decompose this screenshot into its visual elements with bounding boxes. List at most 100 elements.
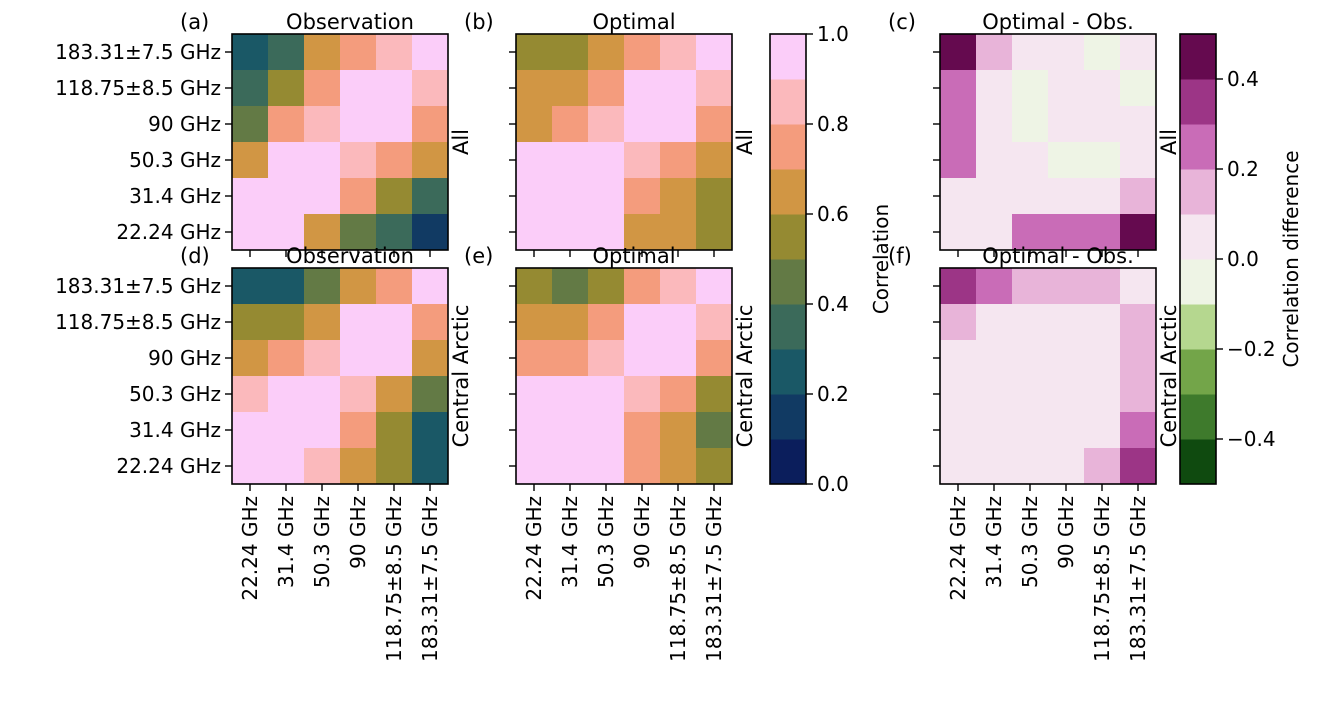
x-tick-label: 22.24 GHz (522, 496, 546, 601)
heatmap-cell (940, 448, 977, 485)
colorbar-segment (1180, 124, 1216, 170)
heatmap-cell (940, 214, 977, 251)
heatmap-cell (588, 448, 625, 485)
heatmap-cell (340, 214, 377, 251)
heatmap-cell (552, 34, 589, 71)
heatmap-cell (660, 340, 697, 377)
colorbar-segment (770, 349, 806, 395)
heatmap-cell (1084, 412, 1121, 449)
heatmap-cell (588, 412, 625, 449)
heatmap-cell (516, 142, 553, 179)
heatmap-cell (940, 70, 977, 107)
heatmap-cell (1120, 340, 1157, 377)
heatmap-cell (1120, 34, 1157, 71)
heatmap-cell (1084, 340, 1121, 377)
x-tick-label: 118.75±8.5 GHz (666, 496, 690, 662)
colorbar-segment (770, 439, 806, 485)
heatmap-cell (1048, 268, 1085, 305)
x-tick-label: 22.24 GHz (238, 496, 262, 601)
panel-a: 183.31±7.5 GHz 118.75±8.5 GHz 90 GHz 50.3 G… (55, 10, 473, 257)
colorbar-tick-label: 0.0 (817, 472, 849, 496)
heatmap-cell (304, 340, 341, 377)
heatmap-cell (516, 70, 553, 107)
heatmap-cell (1048, 70, 1085, 107)
heatmap-cell (516, 412, 553, 449)
heatmap-cell (1012, 448, 1049, 485)
panel-frame (231, 33, 449, 251)
heatmap-cell (1120, 412, 1157, 449)
heatmap-cell (624, 178, 661, 215)
panel-frame (231, 267, 449, 485)
heatmap-cell (976, 340, 1013, 377)
heatmap-cell (412, 142, 449, 179)
y-tick-label: 118.75±8.5 GHz (55, 310, 221, 334)
colorbar-tick-label: 0.2 (1227, 157, 1259, 181)
colorbar-segment (770, 259, 806, 305)
heatmap-cell (1048, 340, 1085, 377)
colorbar-segment (1180, 79, 1216, 125)
heatmap-cell (340, 376, 377, 413)
heatmap-cell (940, 376, 977, 413)
heatmap-cell (696, 268, 733, 305)
heatmap-cell (624, 448, 661, 485)
heatmap-cell (412, 70, 449, 107)
colorbar-segment (1180, 34, 1216, 80)
panel-title: Optimal - Obs. (982, 244, 1134, 268)
colorbar-segment (1180, 394, 1216, 440)
x-tick-label: 31.4 GHz (982, 496, 1006, 588)
heatmap-cell (660, 376, 697, 413)
heatmap-cell (516, 214, 553, 251)
heatmap-cell (1120, 376, 1157, 413)
y-tick-label: 31.4 GHz (129, 418, 221, 442)
heatmap-cell (588, 376, 625, 413)
x-tick-label: 90 GHz (1054, 496, 1078, 569)
heatmap-cell (1084, 268, 1121, 305)
heatmap-cell (624, 268, 661, 305)
colorbar-label: Correlation (869, 204, 893, 314)
heatmap-cell (1120, 214, 1157, 251)
heatmap-cell (588, 70, 625, 107)
panel-letter: (c) (888, 10, 916, 34)
heatmap-cell (624, 340, 661, 377)
panel-f: 22.24 GHz 31.4 GHz 50.3 GHz 90 GHz 118.75±8.… (888, 244, 1181, 662)
heatmap-cell (588, 34, 625, 71)
heatmap-cell (304, 142, 341, 179)
colorbar-tick-label: −0.4 (1227, 427, 1276, 451)
heatmap-cell (412, 412, 449, 449)
heatmap-cell (268, 214, 305, 251)
x-tick-label: 50.3 GHz (1018, 496, 1042, 588)
x-tick-label: 50.3 GHz (594, 496, 618, 588)
heatmap-cell (376, 448, 413, 485)
heatmap-cell (1084, 448, 1121, 485)
heatmap-cell (1120, 106, 1157, 143)
y-tick-label: 90 GHz (148, 346, 221, 370)
y-tick-label: 22.24 GHz (116, 454, 221, 478)
heatmap-cell (340, 34, 377, 71)
heatmap-cell (552, 214, 589, 251)
heatmap-cell (268, 448, 305, 485)
colorbar-tick-label: 0.0 (1227, 247, 1259, 271)
heatmap-cell (304, 70, 341, 107)
heatmap-cell (376, 214, 413, 251)
heatmap-cell (376, 106, 413, 143)
heatmap-cell (660, 304, 697, 341)
region-label: All (733, 129, 757, 155)
colorbar-segment (770, 124, 806, 170)
heatmap-cell (376, 70, 413, 107)
panel-title: Observation (286, 244, 414, 268)
panel-d: 183.31±7.5 GHz 118.75±8.5 GHz 90 GHz 50.3 G… (55, 244, 473, 662)
heatmap-cell (940, 268, 977, 305)
heatmap-cell (624, 34, 661, 71)
heatmap-cell (1012, 70, 1049, 107)
x-tick-label: 22.24 GHz (946, 496, 970, 601)
heatmap-cell (1012, 34, 1049, 71)
heatmap-cell (304, 268, 341, 305)
heatmap-cell (660, 106, 697, 143)
region-label: All (449, 129, 473, 155)
x-tick-label: 118.75±8.5 GHz (382, 496, 406, 662)
y-tick-label: 90 GHz (148, 112, 221, 136)
heatmap-cell (624, 304, 661, 341)
heatmap-cell (268, 340, 305, 377)
heatmap-cell (696, 304, 733, 341)
